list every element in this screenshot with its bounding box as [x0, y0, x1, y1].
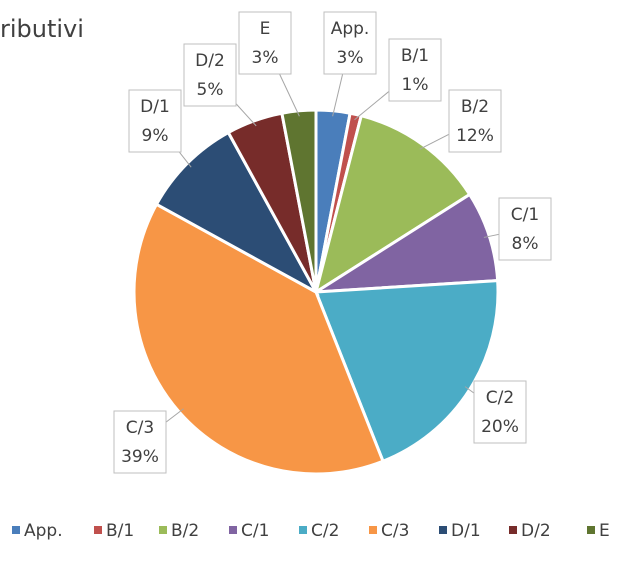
label-category: D/1	[140, 97, 170, 117]
pie-slice	[280, 108, 318, 293]
legend-label: App.	[24, 521, 63, 541]
label-box	[388, 38, 442, 102]
legend-swatch	[587, 526, 595, 534]
legend-label: B/2	[171, 521, 199, 541]
data-label: 12%	[456, 126, 494, 146]
label-box	[448, 89, 502, 153]
data-label: 3%	[252, 48, 279, 68]
label-category: C/1	[511, 205, 539, 225]
legend-swatch	[12, 526, 20, 534]
label-box	[473, 380, 527, 444]
legend-swatch	[94, 526, 102, 534]
legend-label: D/1	[451, 521, 481, 541]
label-category: B/1	[401, 46, 429, 66]
label-category: C/2	[486, 388, 514, 408]
legend-label: D/2	[521, 521, 551, 541]
label-category: B/2	[461, 97, 489, 117]
pie-slice	[315, 192, 500, 294]
legend-label: C/3	[381, 521, 409, 541]
data-label: 1%	[402, 75, 429, 95]
label-category: C/3	[126, 418, 154, 438]
data-label: 20%	[481, 417, 519, 437]
label-category: App.	[331, 19, 370, 39]
legend-swatch	[229, 526, 237, 534]
legend-swatch	[439, 526, 447, 534]
legend-label: C/2	[311, 521, 339, 541]
chart-title: ributivi	[0, 15, 84, 43]
label-box	[323, 11, 377, 75]
label-box	[128, 89, 182, 153]
data-label: 8%	[512, 234, 539, 254]
label-box	[113, 410, 167, 474]
data-label: 5%	[197, 80, 224, 100]
label-box	[498, 197, 552, 261]
label-category: E	[260, 19, 271, 39]
legend-label: B/1	[106, 521, 134, 541]
legend-label: C/1	[241, 521, 269, 541]
data-label: 39%	[121, 447, 159, 467]
legend-swatch	[299, 526, 307, 534]
data-label: 3%	[337, 48, 364, 68]
label-category: D/2	[195, 51, 225, 71]
label-box	[183, 43, 237, 107]
legend-swatch	[159, 526, 167, 534]
label-box	[238, 11, 292, 75]
legend-swatch	[369, 526, 377, 534]
pie-slice	[154, 130, 320, 296]
data-label: 9%	[142, 126, 169, 146]
pie-slice	[313, 113, 472, 296]
legend-label: E	[599, 521, 610, 541]
legend-swatch	[509, 526, 517, 534]
